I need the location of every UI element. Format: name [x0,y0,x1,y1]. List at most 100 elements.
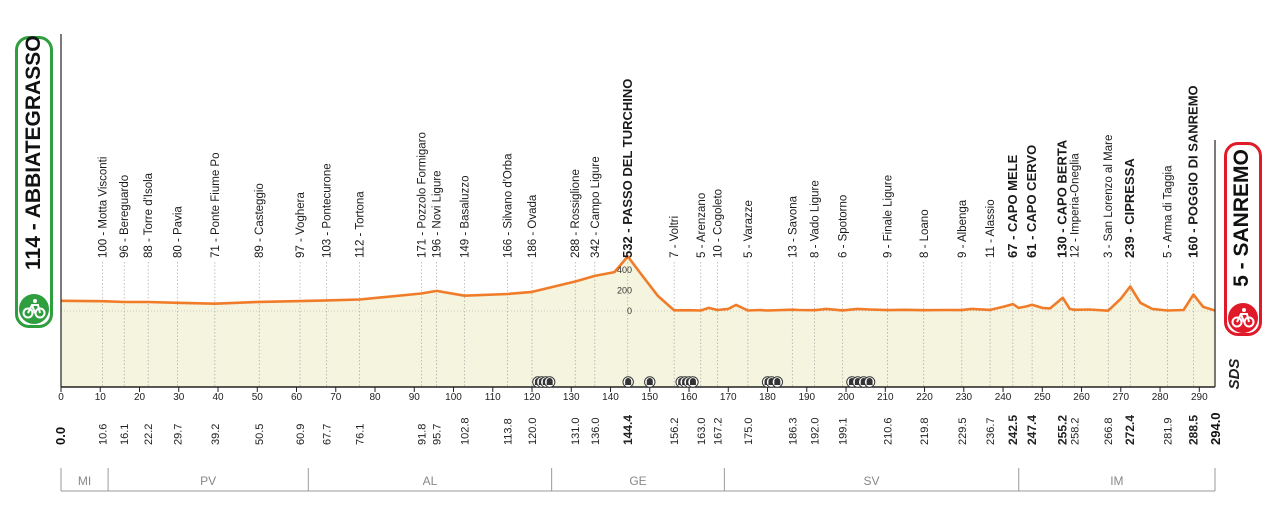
x-tick-label: 140 [602,392,619,403]
x-tick-label: 150 [641,392,658,403]
km-label: 29.7 [173,424,185,445]
km-label: 229.5 [957,417,969,445]
km-label: 186.3 [787,417,799,445]
x-tick-label: 40 [212,392,224,403]
finish-badge: 5 - SANREMO [1224,142,1262,336]
km-label: 163.0 [696,417,708,445]
tunnel-arch [625,378,632,385]
km-label: 258.2 [1069,417,1081,445]
km-label: 192.0 [810,417,822,445]
province-label: IM [1110,474,1123,488]
x-tick-label: 110 [485,392,501,403]
x-tick-label: 280 [1152,392,1169,403]
location-label: 5 - Arma di Taggia [1163,165,1175,258]
y-tick-label: 400 [617,265,632,275]
start-label: 114 - ABBIATEGRASSO [22,35,45,270]
x-tick-label: 260 [1073,392,1090,403]
location-label: 3 - San Lorenzo al Mare [1103,135,1115,258]
x-tick-label: 210 [877,392,894,403]
tunnel-arch [774,378,781,385]
km-label: 22.2 [143,424,155,445]
km-label: 67.7 [322,424,334,445]
bike-icon [19,294,49,324]
location-label: 13 - Savona [787,195,799,258]
x-tick-label: 120 [524,392,541,403]
location-label: 10 - Cogoleto [712,189,724,258]
sds-logo: SDS [1226,358,1243,390]
location-label: 96 - Bereguardo [119,175,131,258]
province-label: AL [423,474,438,488]
km-label: 10.6 [98,424,110,445]
location-label: 89 - Casteggio [254,183,266,258]
km-label: 236.7 [985,417,997,445]
x-tick-label: 170 [720,392,737,403]
location-label: 9 - Albenga [957,199,969,258]
location-label: 80 - Pavia [173,206,185,258]
tunnel-icon [622,376,634,388]
km-label: 247.4 [1025,415,1039,445]
x-tick-label: 10 [95,392,107,403]
location-label: 5 - Varazze [743,200,755,258]
km-label: 144.4 [621,415,635,445]
km-label: 242.5 [1006,415,1020,445]
location-label: 71 - Ponte Fiume Po [210,153,222,258]
location-label: 12 - Imperia-Oneglia [1069,153,1081,258]
location-label: 103 - Pontecurone [322,163,334,258]
y-tick-label: 0 [627,306,632,316]
km-label: 199.1 [838,417,850,445]
km-label: 255.2 [1056,415,1070,445]
km-label: 76.1 [355,424,367,445]
profile-line [60,255,1216,312]
km-label: 131.0 [570,417,582,445]
km-label: 167.2 [712,417,724,445]
location-label: 130 - CAPO BERTA [1055,139,1070,258]
province-label: GE [629,474,646,488]
tunnel-arch [546,378,553,385]
km-label: 50.5 [254,424,266,445]
x-tick-label: 240 [995,392,1012,403]
x-tick-label: 50 [252,392,264,403]
location-label: 88 - Torre d'Isola [143,172,155,258]
location-label: 7 - Voltri [669,216,681,258]
location-label: 61 - CAPO CERVO [1024,145,1039,258]
location-label: 239 - CIPRESSA [1122,158,1137,258]
location-label: 67 - CAPO MELE [1005,154,1020,258]
location-label: 196 - Novi Ligure [432,170,444,258]
province-label: SV [864,474,880,488]
x-tick-label: 70 [330,392,342,403]
km-label: 39.2 [210,424,222,445]
km-label: 102.8 [460,417,472,445]
location-label: 11 - Alassio [985,199,997,258]
tunnel-icon [687,376,699,388]
location-label: 6 - Spotorno [838,195,850,258]
x-tick-label: 130 [563,392,580,403]
x-tick-label: 250 [1034,392,1051,403]
y-tick-label: 200 [617,286,632,296]
location-label: 532 - PASSO DEL TURCHINO [620,79,635,258]
tunnel-icon [863,376,876,388]
tunnel-arch [646,378,653,385]
x-tick-label: 90 [409,392,421,403]
km-label: 156.2 [669,417,681,445]
x-tick-label: 20 [134,392,146,403]
location-label: 171 - Pozzolo Formigaro [416,132,428,258]
bike-icon [1228,303,1258,333]
location-label: 112 - Tortona [355,191,367,258]
x-tick-label: 100 [445,392,462,403]
x-tick-label: 270 [1112,392,1129,403]
tunnel-icon [771,376,784,388]
location-label: 149 - Basaluzzo [460,176,472,258]
km-label: 113.8 [503,418,515,445]
x-tick-label: 80 [369,392,381,403]
x-tick-label: 30 [173,392,185,403]
tunnel-arch [689,378,696,385]
x-tick-label: 180 [759,392,776,403]
location-label: 97 - Voghera [295,192,307,258]
x-tick-label: 160 [681,392,698,403]
tunnel-arch [866,378,873,385]
km-label: 281.9 [1163,417,1175,445]
x-tick-label: 220 [916,392,933,403]
tunnel-icon [543,376,556,388]
